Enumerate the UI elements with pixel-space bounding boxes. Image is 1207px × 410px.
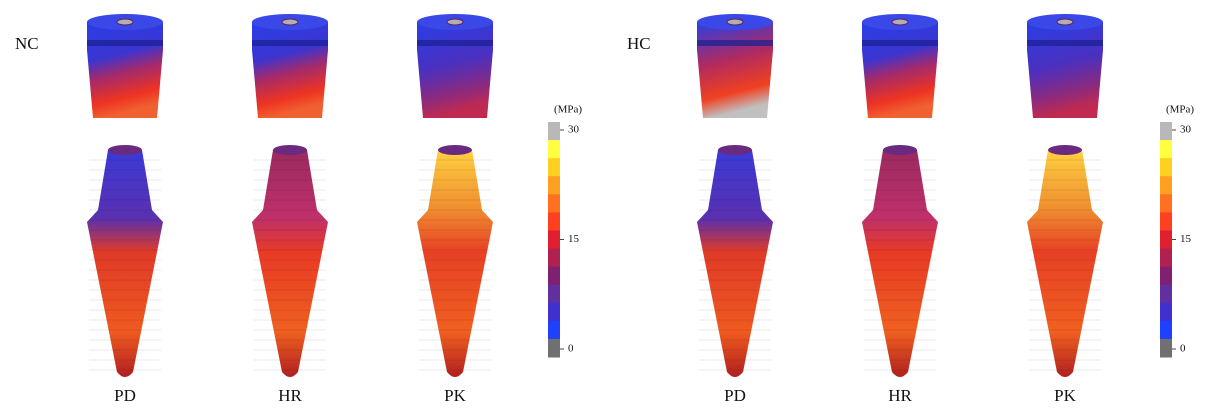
crown-band <box>862 40 938 46</box>
colorbar-band <box>1160 122 1172 141</box>
crown <box>862 22 938 118</box>
colorbar-tick-label: 0 <box>1180 343 1186 355</box>
implant-top <box>438 145 472 155</box>
colorbar-band <box>1160 339 1172 358</box>
colorbar-unit: (MPa) <box>554 104 582 116</box>
column-label: PD <box>724 386 746 405</box>
colorbar-band <box>1160 158 1172 177</box>
colorbar-unit: (MPa) <box>1166 104 1194 116</box>
implant <box>87 150 163 377</box>
crown-hole <box>727 19 743 25</box>
crown-hole <box>447 19 463 25</box>
crown <box>697 22 773 118</box>
colorbar-band <box>1160 303 1172 322</box>
panel-label: NC <box>15 34 39 53</box>
colorbar-band <box>1160 212 1172 231</box>
crown-band <box>1027 40 1103 46</box>
colorbar-tick-label: 15 <box>568 233 580 245</box>
crown-hole <box>282 19 298 25</box>
crown <box>252 22 328 118</box>
column-label: PK <box>444 386 466 405</box>
implant <box>862 150 938 377</box>
crown-band <box>87 40 163 46</box>
implant <box>252 150 328 377</box>
crown-band <box>417 40 493 46</box>
figure: NC PD HR PK (MPa) 0 15 30 HC PD HR PK (MPa) 0 15 30 <box>0 0 1207 410</box>
colorbar-band <box>548 303 560 322</box>
colorbar-band <box>1160 285 1172 304</box>
colorbar-band <box>1160 230 1172 249</box>
panel-label: HC <box>627 34 651 53</box>
implant-top <box>108 145 142 155</box>
colorbar-tick-label: 15 <box>1180 233 1192 245</box>
colorbar-band <box>548 230 560 249</box>
colorbar-tick-label: 30 <box>1180 124 1192 136</box>
colorbar-tick-label: 30 <box>568 124 580 136</box>
colorbar-band <box>548 339 560 358</box>
column-label: PK <box>1054 386 1076 405</box>
implant-top <box>1048 145 1082 155</box>
page: {"panels": [ {"label": "NC", "columns": … <box>0 0 1207 410</box>
crown <box>417 22 493 118</box>
colorbar-band <box>548 249 560 268</box>
crown-band <box>252 40 328 46</box>
colorbar-band <box>548 122 560 141</box>
implant-top <box>273 145 307 155</box>
colorbar-band <box>548 321 560 340</box>
column-label: PD <box>114 386 136 405</box>
colorbar-band <box>548 194 560 213</box>
colorbar-band <box>1160 176 1172 195</box>
crown-hole <box>1057 19 1073 25</box>
implant <box>697 150 773 377</box>
colorbar-band <box>1160 321 1172 340</box>
colorbar-band <box>548 267 560 286</box>
colorbar-band <box>548 176 560 195</box>
crown-hole <box>117 19 133 25</box>
colorbar-band <box>548 158 560 177</box>
crown-hole <box>892 19 908 25</box>
colorbar-band <box>1160 140 1172 159</box>
colorbar-band <box>1160 249 1172 268</box>
crown <box>1027 22 1103 118</box>
colorbar-tick-label: 0 <box>568 343 574 355</box>
implant-top <box>718 145 752 155</box>
colorbar-band <box>548 140 560 159</box>
crown-band <box>697 40 773 46</box>
crown <box>87 22 163 118</box>
column-label: HR <box>888 386 912 405</box>
colorbar-band <box>1160 267 1172 286</box>
implant-top <box>883 145 917 155</box>
implant <box>417 150 493 377</box>
colorbar-band <box>1160 194 1172 213</box>
column-label: HR <box>278 386 302 405</box>
implant <box>1027 150 1103 377</box>
colorbar-band <box>548 212 560 231</box>
colorbar-band <box>548 285 560 304</box>
